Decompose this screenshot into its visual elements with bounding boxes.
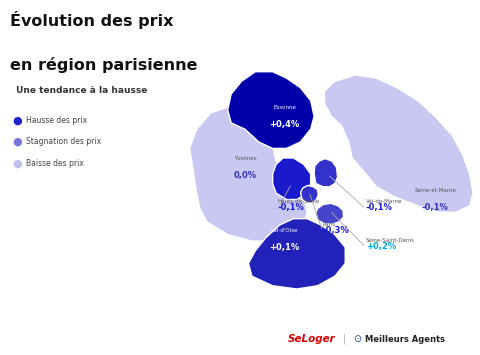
Text: +0,4%: +0,4%	[270, 120, 300, 129]
Polygon shape	[273, 158, 311, 200]
Text: -0,1%: -0,1%	[366, 203, 393, 212]
Polygon shape	[228, 72, 314, 148]
Polygon shape	[324, 75, 473, 212]
Text: Hauts-de-Seine: Hauts-de-Seine	[278, 199, 320, 204]
Text: Yvelines: Yvelines	[234, 156, 256, 161]
Text: en région parisienne: en région parisienne	[10, 57, 197, 73]
Text: Évolution des prix: Évolution des prix	[10, 11, 173, 29]
Text: |: |	[343, 334, 347, 344]
Text: +0,1%: +0,1%	[270, 243, 300, 252]
Text: Val-d'Oise: Val-d'Oise	[271, 228, 299, 233]
Text: ●: ●	[12, 137, 22, 147]
Text: ⊙: ⊙	[353, 334, 361, 344]
Text: -0,3%: -0,3%	[323, 226, 349, 235]
Text: ●: ●	[12, 116, 22, 126]
Text: Une tendance à la hausse: Une tendance à la hausse	[16, 86, 147, 95]
Text: Essonne: Essonne	[273, 105, 296, 110]
Text: Meilleurs Agents: Meilleurs Agents	[365, 335, 445, 344]
Text: Seine-Saint-Denis: Seine-Saint-Denis	[366, 237, 415, 243]
Text: Paris: Paris	[323, 222, 336, 226]
Polygon shape	[190, 107, 307, 241]
Polygon shape	[314, 159, 337, 187]
Polygon shape	[249, 219, 345, 289]
Text: Stagnation des prix: Stagnation des prix	[26, 137, 102, 147]
Text: Baisse des prix: Baisse des prix	[26, 159, 84, 168]
Text: Hausse des prix: Hausse des prix	[26, 116, 87, 125]
Polygon shape	[300, 185, 318, 203]
Text: Seine-et-Marne: Seine-et-Marne	[414, 188, 456, 193]
Text: ●: ●	[12, 158, 22, 168]
Text: -0,1%: -0,1%	[421, 203, 448, 212]
Text: +0,2%: +0,2%	[366, 242, 396, 251]
Text: 0,0%: 0,0%	[233, 171, 256, 180]
Text: Val-de-Marne: Val-de-Marne	[366, 199, 402, 204]
Text: SeLoger: SeLoger	[288, 334, 336, 344]
Polygon shape	[315, 203, 344, 224]
Text: -0,1%: -0,1%	[278, 203, 305, 212]
